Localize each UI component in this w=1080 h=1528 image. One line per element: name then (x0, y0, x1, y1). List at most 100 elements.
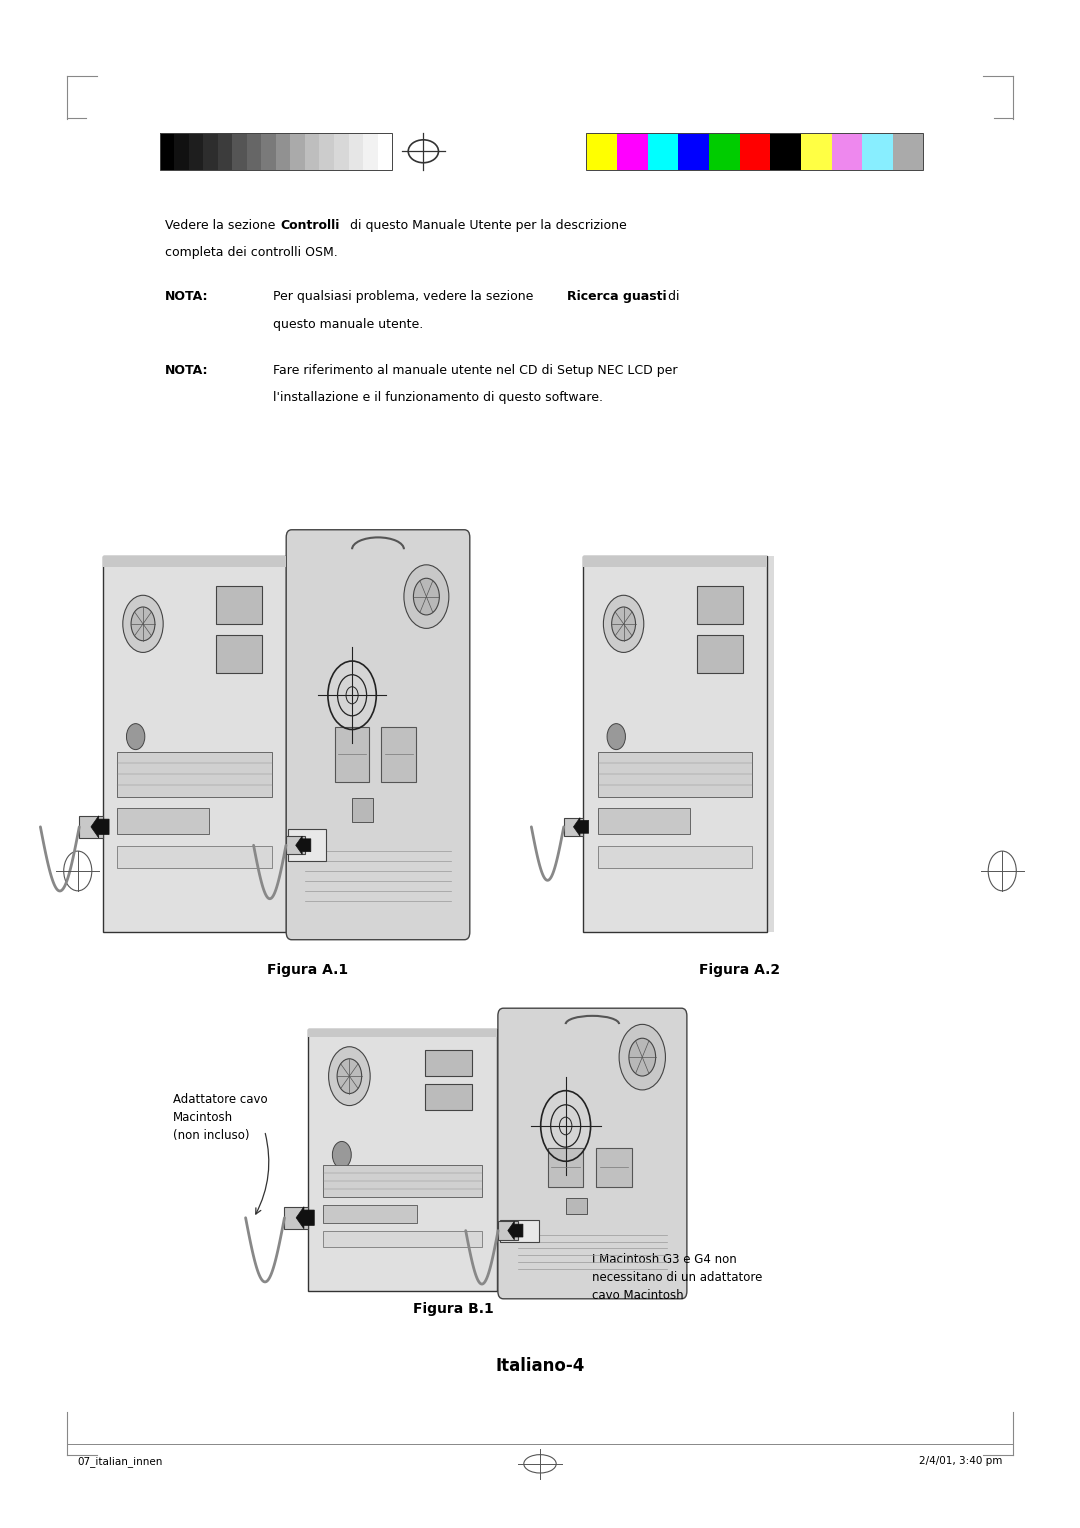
Circle shape (414, 578, 440, 614)
Text: NOTA:: NOTA: (165, 290, 208, 304)
Bar (305, 133, 320, 170)
Bar (424, 1083, 472, 1111)
Circle shape (619, 1024, 665, 1089)
Bar (160, 133, 392, 170)
Bar (323, 1204, 417, 1222)
Text: Ricerca guasti: Ricerca guasti (567, 290, 666, 304)
FancyArrow shape (91, 816, 109, 837)
Bar (767, 556, 774, 932)
Bar (189, 133, 203, 170)
Bar (678, 133, 708, 170)
Bar (832, 133, 862, 170)
Bar (583, 556, 767, 567)
Circle shape (123, 596, 163, 652)
Text: di questo Manuale Utente per la descrizione: di questo Manuale Utente per la descrizi… (346, 219, 626, 232)
Bar (500, 1219, 539, 1242)
Circle shape (629, 1038, 656, 1076)
Bar (308, 1028, 497, 1038)
Bar (118, 808, 210, 834)
Bar (617, 133, 648, 170)
Text: di: di (664, 290, 679, 304)
Bar (323, 1232, 482, 1247)
Bar (583, 556, 767, 932)
Bar (286, 836, 306, 854)
Bar (79, 816, 103, 837)
Text: Adattatore cavo
Macintosh
(non incluso): Adattatore cavo Macintosh (non incluso) (173, 1093, 268, 1141)
Bar (497, 1028, 504, 1291)
Ellipse shape (408, 141, 438, 163)
Bar (216, 636, 262, 672)
FancyArrow shape (508, 1221, 523, 1239)
Bar (498, 1221, 517, 1239)
Bar (378, 133, 392, 170)
Bar (697, 636, 743, 672)
Bar (648, 133, 678, 170)
Bar (708, 133, 740, 170)
Bar (118, 752, 271, 796)
Bar (118, 845, 271, 868)
FancyBboxPatch shape (286, 530, 470, 940)
Bar (862, 133, 893, 170)
Bar (216, 587, 262, 623)
FancyArrow shape (296, 836, 311, 854)
Bar (586, 133, 923, 170)
Bar (103, 556, 286, 932)
Bar (548, 1148, 583, 1187)
Text: Vedere la sezione: Vedere la sezione (165, 219, 280, 232)
Bar (598, 845, 752, 868)
Bar (103, 556, 286, 567)
Bar (286, 556, 294, 932)
Text: 4: 4 (537, 1456, 543, 1467)
Bar (232, 133, 247, 170)
Text: l'installazione e il funzionamento di questo software.: l'installazione e il funzionamento di qu… (273, 391, 604, 405)
Text: NOTA:: NOTA: (165, 364, 208, 377)
Bar (284, 1207, 308, 1229)
Bar (174, 133, 189, 170)
Bar (288, 830, 326, 862)
Circle shape (328, 1047, 370, 1106)
Bar (770, 133, 801, 170)
Text: I Macintosh G3 e G4 non
necessitano di un adattatore
cavo Macintosh: I Macintosh G3 e G4 non necessitano di u… (592, 1253, 762, 1302)
Text: Fare riferimento al manuale utente nel CD di Setup NEC LCD per: Fare riferimento al manuale utente nel C… (273, 364, 678, 377)
Circle shape (607, 724, 625, 750)
Text: Figura A.1: Figura A.1 (267, 963, 349, 976)
Bar (349, 133, 363, 170)
Bar (893, 133, 923, 170)
Bar (424, 1050, 472, 1076)
Bar (160, 133, 174, 170)
Bar (218, 133, 232, 170)
Bar (801, 133, 832, 170)
FancyArrow shape (296, 1207, 314, 1229)
Bar (247, 133, 261, 170)
Bar (308, 1028, 497, 1291)
Bar (320, 133, 334, 170)
Circle shape (611, 607, 635, 640)
Circle shape (333, 1141, 351, 1169)
Bar (596, 1148, 632, 1187)
Text: Figura A.2: Figura A.2 (699, 963, 781, 976)
Bar (598, 752, 752, 796)
Text: 2/4/01, 3:40 pm: 2/4/01, 3:40 pm (919, 1456, 1002, 1467)
Bar (566, 1198, 588, 1215)
Text: 07_italian_innen: 07_italian_innen (78, 1456, 163, 1467)
Bar (586, 133, 617, 170)
Bar (323, 1166, 482, 1196)
Bar (203, 133, 218, 170)
Text: Figura B.1: Figura B.1 (414, 1302, 494, 1316)
FancyBboxPatch shape (498, 1008, 687, 1299)
Bar (291, 133, 305, 170)
Bar (335, 727, 369, 782)
Bar (363, 133, 378, 170)
Circle shape (404, 565, 449, 628)
Circle shape (126, 724, 145, 750)
Circle shape (604, 596, 644, 652)
Bar (276, 133, 291, 170)
Circle shape (337, 1059, 362, 1094)
FancyArrow shape (573, 817, 589, 836)
Text: Controlli: Controlli (281, 219, 340, 232)
Bar (740, 133, 770, 170)
Circle shape (131, 607, 154, 640)
Text: Italiano-4: Italiano-4 (496, 1357, 584, 1375)
Bar (598, 808, 690, 834)
Text: questo manuale utente.: questo manuale utente. (273, 318, 423, 332)
